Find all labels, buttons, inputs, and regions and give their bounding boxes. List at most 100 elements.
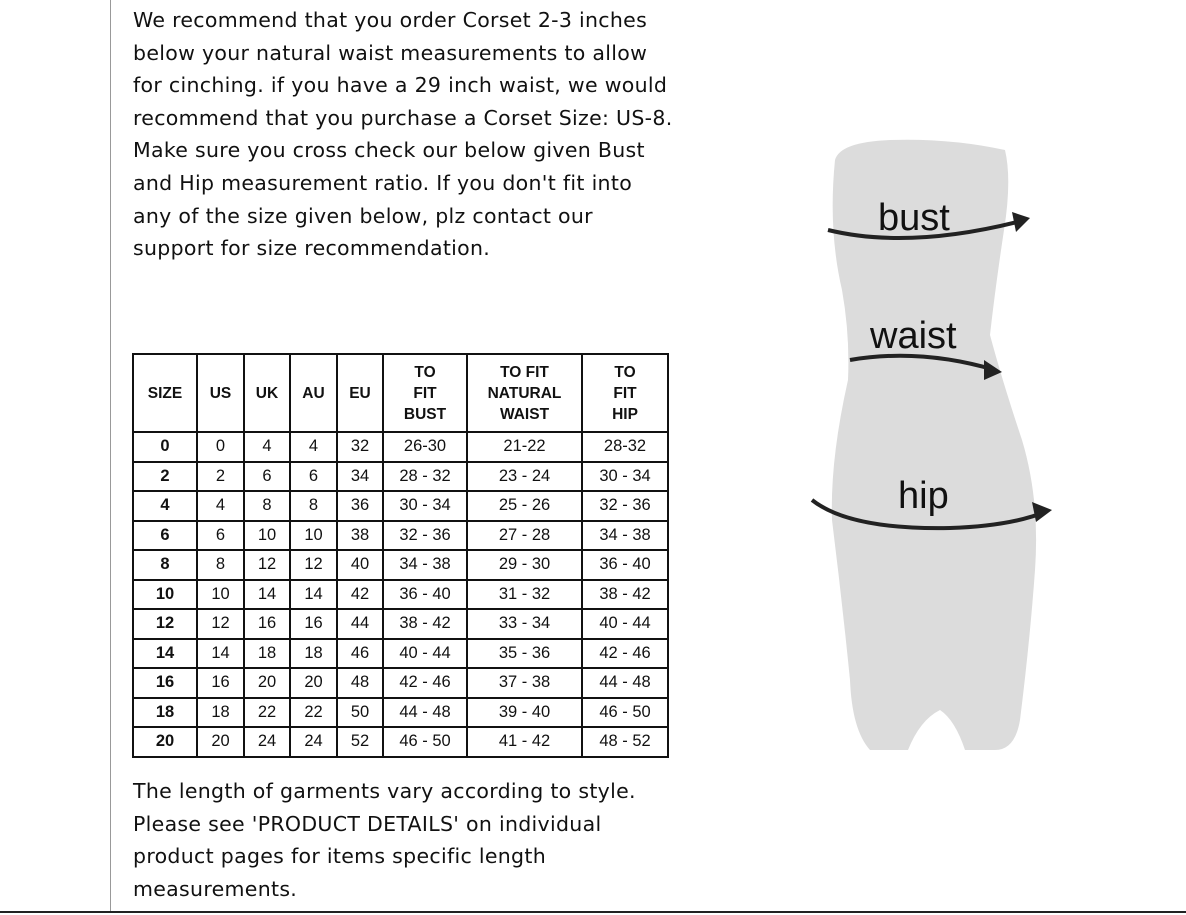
- waist-label: waist: [869, 315, 957, 357]
- table-cell: 22: [289, 696, 338, 728]
- table-cell: 29 - 30: [466, 549, 583, 581]
- table-cell: 8: [196, 549, 245, 581]
- table-row: 16 16 20 20 48 42 - 46 37 - 38 44 - 48: [132, 667, 669, 699]
- table-cell: 32: [336, 431, 384, 463]
- left-margin-rule: [110, 0, 111, 912]
- bottom-rule: [0, 911, 1186, 913]
- column-header: US: [196, 353, 245, 433]
- table-cell: 20: [196, 726, 245, 758]
- bust-arrow: [827, 218, 1026, 240]
- table-cell: 33 - 34: [466, 608, 583, 640]
- waist-arrow: [849, 353, 996, 372]
- table-cell: 38 - 42: [382, 608, 468, 640]
- hip-arrow: [810, 498, 1046, 531]
- body-measurement-figure: bust waist hip: [810, 139, 1052, 750]
- table-cell: 44 - 48: [382, 696, 468, 728]
- table-cell: 16: [196, 667, 245, 699]
- table-cell: 50: [336, 696, 384, 728]
- table-cell: 46: [336, 637, 384, 669]
- table-cell: 34 - 38: [581, 519, 669, 551]
- size-chart-table: SIZE US UK AU EU TO FIT BUST TO FIT NATURAL WAIST T…: [132, 353, 669, 758]
- column-header: UK: [243, 353, 291, 433]
- table-cell: 0: [132, 431, 198, 463]
- table-cell: 18: [289, 637, 338, 669]
- column-header: EU: [336, 353, 384, 433]
- table-cell: 30 - 34: [382, 490, 468, 522]
- table-cell: 38: [336, 519, 384, 551]
- table-cell: 4: [243, 431, 291, 463]
- table-row: 12 12 16 16 44 38 - 42 33 - 34 40 - 44: [132, 608, 669, 640]
- table-cell: 41 - 42: [466, 726, 583, 758]
- table-cell: 32 - 36: [581, 490, 669, 522]
- table-cell: 35 - 36: [466, 637, 583, 669]
- table-cell: 38 - 42: [581, 578, 669, 610]
- table-cell: 4: [132, 490, 198, 522]
- table-cell: 36 - 40: [382, 578, 468, 610]
- table-cell: 22: [243, 696, 291, 728]
- table-cell: 10: [132, 578, 198, 610]
- table-cell: 14: [196, 637, 245, 669]
- intro-paragraph: We recommend that you order Corset 2-3 i…: [133, 8, 673, 261]
- table-row: 2 2 6 6 34 28 - 32 23 - 24 30 - 34: [132, 460, 669, 492]
- table-cell: 8: [243, 490, 291, 522]
- table-cell: 8: [289, 490, 338, 522]
- table-cell: 32 - 36: [382, 519, 468, 551]
- table-cell: 8: [132, 549, 198, 581]
- column-header: TO FIT NATURAL WAIST: [466, 353, 583, 433]
- table-cell: 18: [243, 637, 291, 669]
- table-cell: 6: [289, 460, 338, 492]
- table-cell: 4: [196, 490, 245, 522]
- table-row: 18 18 22 22 50 44 - 48 39 - 40 46 - 50: [132, 696, 669, 728]
- table-cell: 4: [289, 431, 338, 463]
- table-cell: 46 - 50: [382, 726, 468, 758]
- table-cell: 16: [132, 667, 198, 699]
- table-cell: 42 - 46: [581, 637, 669, 669]
- table-row: 6 6 10 10 38 32 - 36 27 - 28 34 - 38: [132, 519, 669, 551]
- table-cell: 42: [336, 578, 384, 610]
- bust-label: bust: [878, 197, 950, 239]
- table-cell: 28 - 32: [382, 460, 468, 492]
- table-row: 14 14 18 18 46 40 - 44 35 - 36 42 - 46: [132, 637, 669, 669]
- table-cell: 27 - 28: [466, 519, 583, 551]
- table-cell: 42 - 46: [382, 667, 468, 699]
- table-cell: 48: [336, 667, 384, 699]
- table-cell: 37 - 38: [466, 667, 583, 699]
- table-cell: 40 - 44: [382, 637, 468, 669]
- table-row: 8 8 12 12 40 34 - 38 29 - 30 36 - 40: [132, 549, 669, 581]
- table-cell: 39 - 40: [466, 696, 583, 728]
- table-cell: 12: [196, 608, 245, 640]
- table-cell: 40: [336, 549, 384, 581]
- table-cell: 16: [243, 608, 291, 640]
- table-cell: 6: [196, 519, 245, 551]
- table-cell: 26-30: [382, 431, 468, 463]
- table-cell: 24: [243, 726, 291, 758]
- table-cell: 14: [289, 578, 338, 610]
- table-cell: 34: [336, 460, 384, 492]
- bust-arrowhead: [1012, 212, 1030, 232]
- table-cell: 12: [289, 549, 338, 581]
- table-cell: 20: [289, 667, 338, 699]
- table-cell: 36: [336, 490, 384, 522]
- table-cell: 6: [132, 519, 198, 551]
- hip-arrowhead: [1032, 502, 1052, 522]
- table-cell: 20: [132, 726, 198, 758]
- table-cell: 14: [132, 637, 198, 669]
- dress-silhouette: [831, 139, 1037, 750]
- table-cell: 12: [243, 549, 291, 581]
- column-header: AU: [289, 353, 338, 433]
- table-cell: 23 - 24: [466, 460, 583, 492]
- table-cell: 10: [196, 578, 245, 610]
- table-cell: 2: [196, 460, 245, 492]
- table-cell: 46 - 50: [581, 696, 669, 728]
- column-header: TO FIT HIP: [581, 353, 669, 433]
- table-cell: 18: [196, 696, 245, 728]
- table-cell: 52: [336, 726, 384, 758]
- table-cell: 34 - 38: [382, 549, 468, 581]
- table-cell: 36 - 40: [581, 549, 669, 581]
- table-cell: 44 - 48: [581, 667, 669, 699]
- table-cell: 21-22: [466, 431, 583, 463]
- column-header: TO FIT BUST: [382, 353, 468, 433]
- table-cell: 25 - 26: [466, 490, 583, 522]
- waist-arrowhead: [984, 360, 1002, 380]
- table-cell: 0: [196, 431, 245, 463]
